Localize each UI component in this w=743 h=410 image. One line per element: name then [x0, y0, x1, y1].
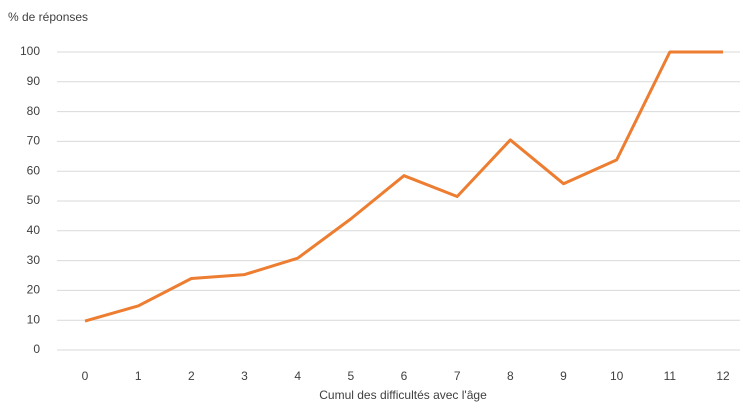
- y-tick-label: 60: [27, 163, 41, 177]
- x-tick-label: 1: [135, 369, 142, 383]
- x-tick-label: 10: [610, 369, 624, 383]
- x-tick-label: 5: [347, 369, 354, 383]
- y-tick-label: 80: [27, 104, 41, 118]
- y-tick-label: 40: [27, 223, 41, 237]
- y-tick-label: 30: [27, 253, 41, 267]
- x-tick-label: 4: [294, 369, 301, 383]
- y-tick-label: 20: [27, 283, 41, 297]
- y-tick-label: 50: [27, 193, 41, 207]
- series-line: [84, 50, 723, 323]
- y-tick-label: 0: [33, 342, 40, 356]
- y-axis-label: % de réponses: [8, 10, 88, 24]
- y-tick-label: 70: [27, 134, 41, 148]
- y-tick-label: 100: [20, 44, 40, 58]
- x-tick-label: 2: [188, 369, 195, 383]
- x-tick-label: 7: [454, 369, 461, 383]
- y-tick-label: 10: [27, 312, 41, 326]
- x-tick-label: 3: [241, 369, 248, 383]
- x-axis-label: Cumul des difficultés avec l'âge: [319, 388, 487, 402]
- y-tick-label: 90: [27, 74, 41, 88]
- x-tick-label: 0: [82, 369, 89, 383]
- x-tick-label: 9: [560, 369, 567, 383]
- x-tick-label: 6: [401, 369, 408, 383]
- x-tick-label: 11: [664, 369, 677, 383]
- x-tick-label: 12: [716, 369, 730, 383]
- x-tick-label: 8: [507, 369, 514, 383]
